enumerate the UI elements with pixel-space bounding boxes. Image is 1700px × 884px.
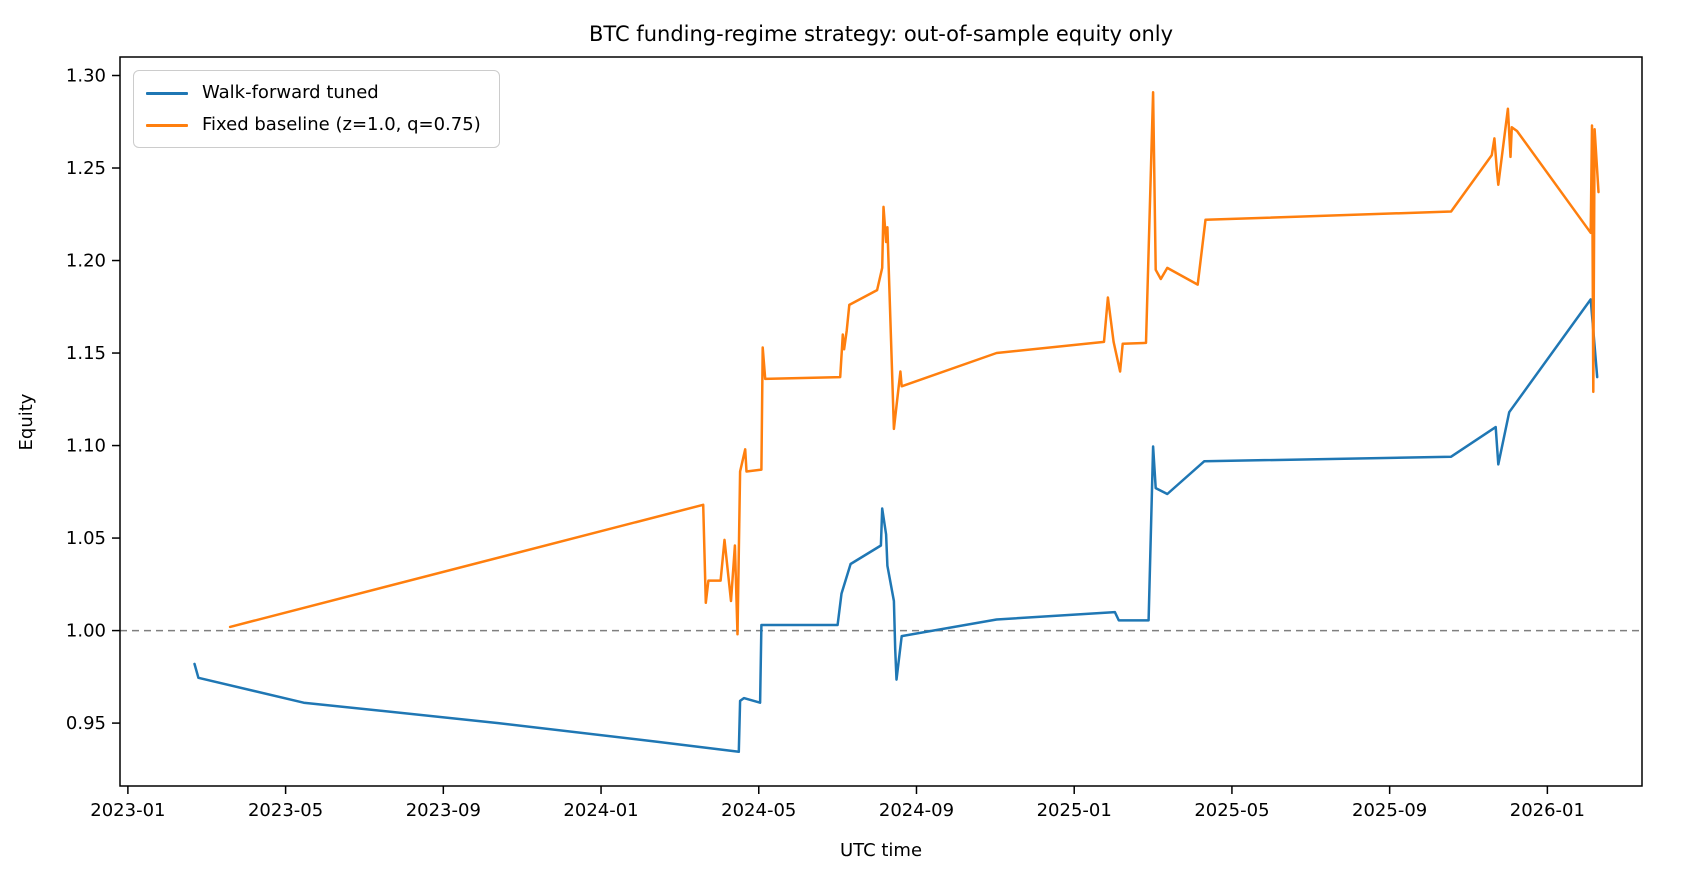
legend-item-fixed-baseline: Fixed baseline (z=1.0, q=0.75) — [146, 113, 481, 137]
series-layer — [193, 90, 1600, 754]
x-tick-label: 2023-01 — [90, 800, 165, 821]
y-axis-label: Equity — [16, 393, 37, 450]
series-walk-forward-line — [193, 298, 1599, 754]
series-fixed-baseline-line — [228, 90, 1600, 636]
walk-forward-line-swatch — [146, 91, 188, 95]
y-tick-label: 1.30 — [66, 66, 106, 87]
y-tick-label: 1.20 — [66, 251, 106, 272]
axes-spines — [119, 56, 1643, 787]
x-axis-label: UTC time — [840, 840, 922, 861]
legend-label-fixed-baseline: Fixed baseline (z=1.0, q=0.75) — [202, 114, 481, 135]
x-tick-label: 2024-09 — [879, 800, 954, 821]
legend-label-walk-forward: Walk-forward tuned — [202, 82, 379, 103]
fixed-baseline-line-swatch — [146, 123, 188, 127]
plot-area — [120, 57, 1642, 786]
x-tick-label: 2025-05 — [1194, 800, 1269, 821]
x-tick-label: 2026-01 — [1510, 800, 1585, 821]
tick-layer: 2023-01 2023-05 2023-09 2024-01 2024-05 2024-… — [66, 66, 1585, 821]
y-tick-label: 1.10 — [66, 436, 106, 457]
chart-title: BTC funding-regime strategy: out-of-samp… — [589, 22, 1173, 46]
x-tick-label: 2024-05 — [721, 800, 796, 821]
y-tick-label: 1.00 — [66, 621, 106, 642]
y-tick-label: 1.25 — [66, 158, 106, 179]
x-tick-label: 2023-05 — [248, 800, 323, 821]
x-tick-label: 2023-09 — [406, 800, 481, 821]
y-tick-label: 0.95 — [66, 713, 106, 734]
y-tick-label: 1.15 — [66, 343, 106, 364]
x-tick-label: 2025-09 — [1352, 800, 1427, 821]
legend-item-walk-forward: Walk-forward tuned — [146, 81, 481, 105]
x-tick-label: 2024-01 — [563, 800, 638, 821]
legend: Walk-forward tuned Fixed baseline (z=1.0… — [133, 70, 500, 148]
x-tick-label: 2025-01 — [1037, 800, 1112, 821]
y-tick-label: 1.05 — [66, 528, 106, 549]
